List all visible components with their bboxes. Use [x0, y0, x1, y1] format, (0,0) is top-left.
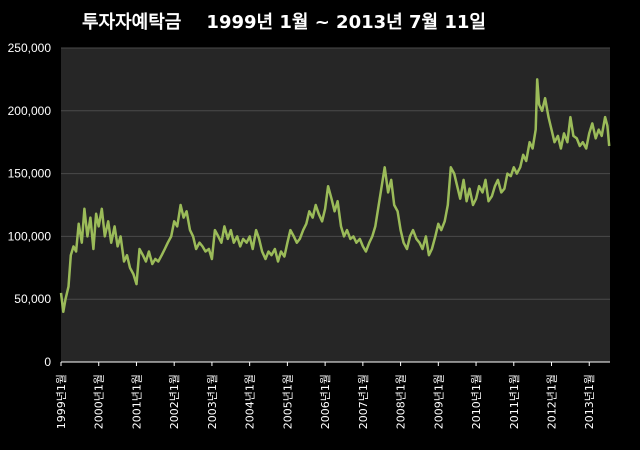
chart-title: 투자자예탁금 1999년 1월 ~ 2013년 7월 11일 — [82, 12, 486, 33]
series-line — [59, 78, 611, 314]
x-tick-label: 2013년1월 — [583, 374, 596, 429]
x-tick-label: 2012년1월 — [546, 374, 559, 429]
y-axis-ticks: 0 50,000 100,000 150,000 200,000 250,000 — [8, 41, 52, 369]
x-tick-label: 2005년1월 — [281, 374, 294, 429]
series-group — [59, 78, 611, 314]
x-tick-label: 2007년1월 — [357, 374, 370, 429]
x-tick-label: 2011년1월 — [508, 374, 521, 429]
y-tick-label: 100,000 — [8, 229, 52, 243]
x-tick-label: 2009년1월 — [432, 374, 445, 429]
y-tick-label: 200,000 — [8, 104, 52, 118]
y-tick-label: 250,000 — [8, 41, 52, 55]
x-tick-label: 2002년1월 — [168, 374, 181, 429]
x-tick-label: 2006년1월 — [319, 374, 332, 429]
y-tick-label: 50,000 — [14, 292, 51, 306]
x-tick-label: 2004년1월 — [244, 374, 257, 429]
x-tick-label: 1999년1월 — [55, 374, 68, 429]
y-tick-label: 150,000 — [8, 167, 52, 181]
x-tick-label: 2003년1월 — [206, 374, 219, 429]
y-tick-label: 0 — [44, 355, 51, 369]
x-axis-ticks: 1999년1월 2000년1월 2001년1월 2002년1월 2003년1월 2004년… — [55, 361, 610, 429]
grid-lines — [61, 47, 610, 300]
x-tick-label: 2001년1월 — [130, 374, 143, 429]
x-tick-label: 2010년1월 — [470, 374, 483, 429]
x-tick-label: 2000년1월 — [93, 374, 106, 429]
x-tick-label: 2008년1월 — [395, 374, 408, 429]
